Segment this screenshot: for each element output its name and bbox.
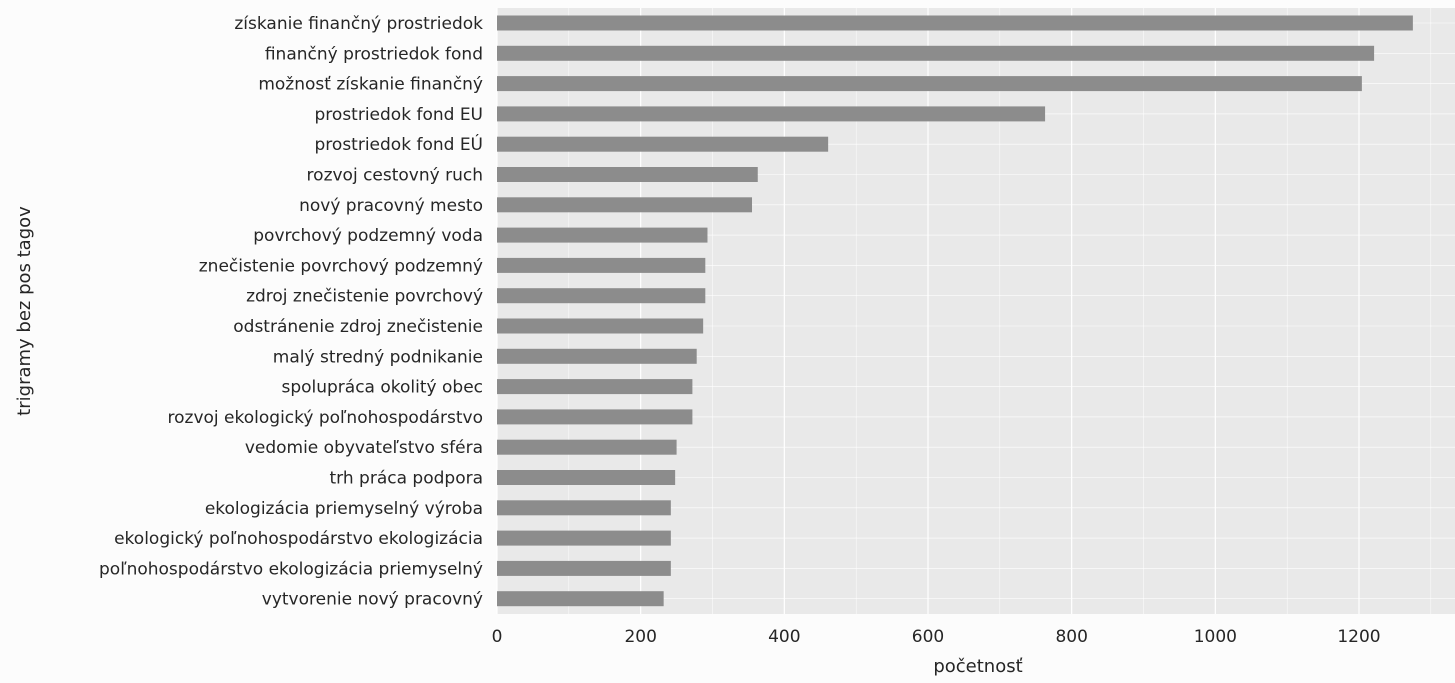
bar [497,500,671,516]
category-label: trh práca podpora [330,469,483,489]
category-label: poľnohospodárstvo ekologizácia priemysel… [99,559,483,579]
x-tick-label: 1000 [1194,627,1237,647]
bar [497,409,693,425]
x-tick-label: 0 [492,627,503,647]
bar [497,591,664,607]
category-label: vytvorenie nový pracovný [262,590,483,610]
category-labels: získanie finančný prostriedok finančný pr… [99,14,483,610]
bar [497,45,1375,61]
bar [497,167,758,182]
category-label: nový pracovný mesto [299,196,483,216]
bar [497,15,1413,31]
x-tick-label: 400 [768,627,800,647]
category-label: rozvoj ekologický poľnohospodárstvo [168,408,483,428]
category-label: finančný prostriedok fond [265,44,483,64]
category-label: zdroj znečistenie povrchový [246,287,483,307]
bar [497,227,708,243]
category-label: znečistenie povrchový podzemný [199,256,483,276]
bars [497,15,1413,607]
category-label: prostriedok fond EU [315,105,483,125]
x-axis-title: početnosť [933,656,1022,677]
x-tick-label: 200 [624,627,656,647]
bar [497,106,1046,122]
x-tick-label: 600 [912,627,944,647]
category-label: spolupráca okolitý obec [281,378,483,398]
x-tick-labels: 0 200 400 600 800 1000 1200 [492,627,1381,647]
x-tick-label: 800 [1055,627,1087,647]
bar [497,197,753,213]
bar [497,379,693,395]
bar [497,318,704,334]
category-label: ekologizácia priemyselný výroba [205,499,483,519]
category-label: získanie finančný prostriedok [234,14,483,34]
category-label: možnosť získanie finančný [258,75,483,95]
y-axis-title: trigramy bez pos tagov [14,206,35,416]
bar [497,470,676,485]
category-label: prostriedok fond EÚ [315,133,483,155]
bar [497,530,671,546]
x-tick-label: 1200 [1337,627,1380,647]
bar [497,76,1362,92]
category-label: vedomie obyvateľstvo sféra [245,438,483,458]
category-label: povrchový podzemný voda [253,226,483,246]
bar [497,560,671,576]
bar [497,348,697,364]
bar [497,136,829,152]
bar [497,439,677,455]
category-label: ekologický poľnohospodárstvo ekologizáci… [114,529,483,549]
category-label: malý stredný podnikanie [273,347,483,367]
bar [497,288,706,304]
bar [497,257,706,273]
category-label: rozvoj cestovný ruch [307,166,483,186]
category-label: odstránenie zdroj znečistenie [233,317,483,337]
